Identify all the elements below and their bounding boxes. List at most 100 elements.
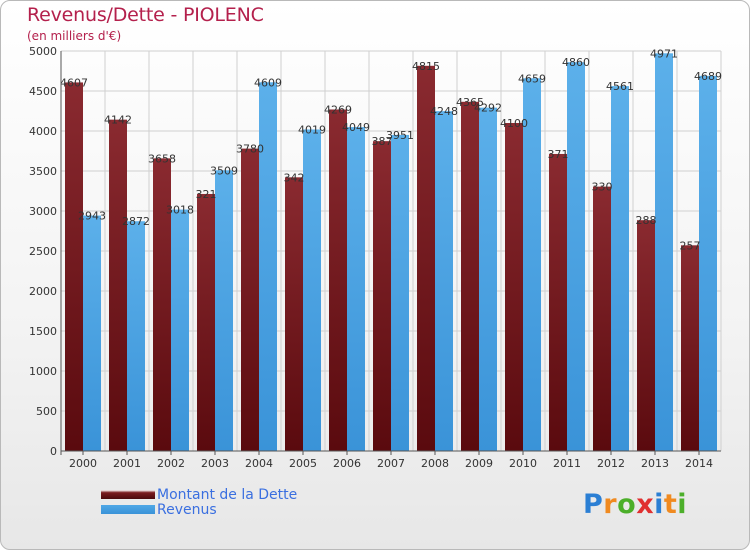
legend-swatch-revenus <box>101 505 155 514</box>
bar-dette <box>373 141 391 451</box>
bar-revenus <box>127 221 145 451</box>
data-label-dette: 4269 <box>324 103 352 116</box>
bar-dette <box>197 193 215 451</box>
data-label-revenus: 3951 <box>386 129 414 142</box>
y-tick-label: 2000 <box>29 285 57 298</box>
bar-revenus <box>435 111 453 451</box>
bar-revenus <box>699 75 717 451</box>
bar-dette <box>549 153 567 451</box>
y-tick-label: 3500 <box>29 165 57 178</box>
data-label-dette: 4815 <box>412 60 440 73</box>
x-tick-label: 2009 <box>465 457 493 470</box>
data-label-revenus: 4860 <box>562 56 590 69</box>
data-label-dette: 3780 <box>236 143 264 156</box>
logo-letter: P <box>583 489 604 520</box>
data-label-dette: 288 <box>636 214 657 227</box>
y-tick-label: 5000 <box>29 45 57 58</box>
bar-dette <box>461 101 479 452</box>
legend-label-revenus: Revenus <box>157 502 217 518</box>
bar-dette <box>109 119 127 451</box>
chart-subtitle: (en milliers d'€) <box>27 29 122 43</box>
data-label-revenus: 4971 <box>650 47 678 60</box>
x-tick-label: 2013 <box>641 457 669 470</box>
x-tick-label: 2004 <box>245 457 273 470</box>
bar-revenus <box>391 134 409 452</box>
bar-dette <box>637 220 655 451</box>
data-label-dette: 3658 <box>148 152 176 165</box>
y-tick-label: 500 <box>36 405 57 418</box>
x-tick-label: 2012 <box>597 457 625 470</box>
x-tick-label: 2002 <box>157 457 185 470</box>
data-label-revenus: 2872 <box>122 215 150 228</box>
bar-dette <box>681 245 699 451</box>
y-tick-label: 2500 <box>29 245 57 258</box>
legend-label-dette: Montant de la Dette <box>157 487 298 503</box>
bar-revenus <box>83 215 101 451</box>
x-tick-label: 2003 <box>201 457 229 470</box>
data-label-dette: 330 <box>592 181 613 194</box>
data-label-revenus: 2943 <box>78 210 106 223</box>
bar-dette <box>65 82 83 451</box>
data-label-revenus: 4609 <box>254 76 282 89</box>
bar-dette <box>241 148 259 451</box>
data-label-revenus: 4292 <box>474 102 502 115</box>
data-label-revenus: 4019 <box>298 123 326 136</box>
y-tick-label: 1000 <box>29 365 57 378</box>
bar-revenus <box>523 78 541 451</box>
legend-swatch-dette <box>101 490 155 499</box>
legend-item-dette: Montant de la Dette <box>1 487 331 503</box>
data-label-revenus: 4689 <box>694 70 722 83</box>
bar-revenus <box>567 62 585 451</box>
x-tick-label: 2007 <box>377 457 405 470</box>
data-label-revenus: 4248 <box>430 105 458 118</box>
y-tick-label: 0 <box>50 445 57 458</box>
legend-item-revenus: Revenus <box>1 502 331 518</box>
bar-revenus <box>171 209 189 451</box>
data-label-dette: 4100 <box>500 117 528 130</box>
data-label-dette: 4142 <box>104 114 132 127</box>
bar-dette <box>593 186 611 451</box>
x-tick-label: 2008 <box>421 457 449 470</box>
x-tick-label: 2006 <box>333 457 361 470</box>
bar-dette <box>153 158 171 452</box>
data-label-revenus: 3018 <box>166 204 194 217</box>
data-label-dette: 4607 <box>60 76 88 89</box>
x-tick-label: 2000 <box>69 457 97 470</box>
bar-revenus <box>611 86 629 452</box>
proxiti-logo: Proxiti <box>583 489 687 520</box>
x-tick-label: 2001 <box>113 457 141 470</box>
logo-letter: i <box>677 489 688 520</box>
chart-title: Revenus/Dette - PIOLENC <box>27 4 264 26</box>
bar-revenus <box>215 170 233 451</box>
y-tick-label: 4500 <box>29 85 57 98</box>
bar-revenus <box>347 127 365 451</box>
x-tick-label: 2011 <box>553 457 581 470</box>
data-label-dette: 4365 <box>456 96 484 109</box>
data-label-dette: 371 <box>548 148 569 161</box>
y-tick-label: 1500 <box>29 325 57 338</box>
bar-revenus <box>259 82 277 451</box>
bar-dette <box>505 123 523 451</box>
bar-revenus <box>479 107 497 451</box>
y-tick-label: 3000 <box>29 205 57 218</box>
bar-revenus <box>655 53 673 451</box>
logo-letter: x <box>636 489 655 520</box>
data-label-revenus: 3509 <box>210 164 238 177</box>
y-tick-label: 4000 <box>29 125 57 138</box>
data-label-dette: 387 <box>372 135 393 148</box>
logo-letter: r <box>603 489 618 520</box>
bar-dette <box>417 65 435 452</box>
bar-dette <box>329 109 347 451</box>
logo-letter: o <box>617 489 637 520</box>
x-tick-label: 2005 <box>289 457 317 470</box>
x-tick-label: 2010 <box>509 457 537 470</box>
x-tick-label: 2014 <box>685 457 713 470</box>
bar-dette <box>285 177 303 451</box>
bar-revenus <box>303 129 321 452</box>
data-label-revenus: 4659 <box>518 72 546 85</box>
logo-letter: i <box>654 489 664 520</box>
data-label-dette: 321 <box>196 188 217 201</box>
logo-letter: t <box>663 489 678 520</box>
